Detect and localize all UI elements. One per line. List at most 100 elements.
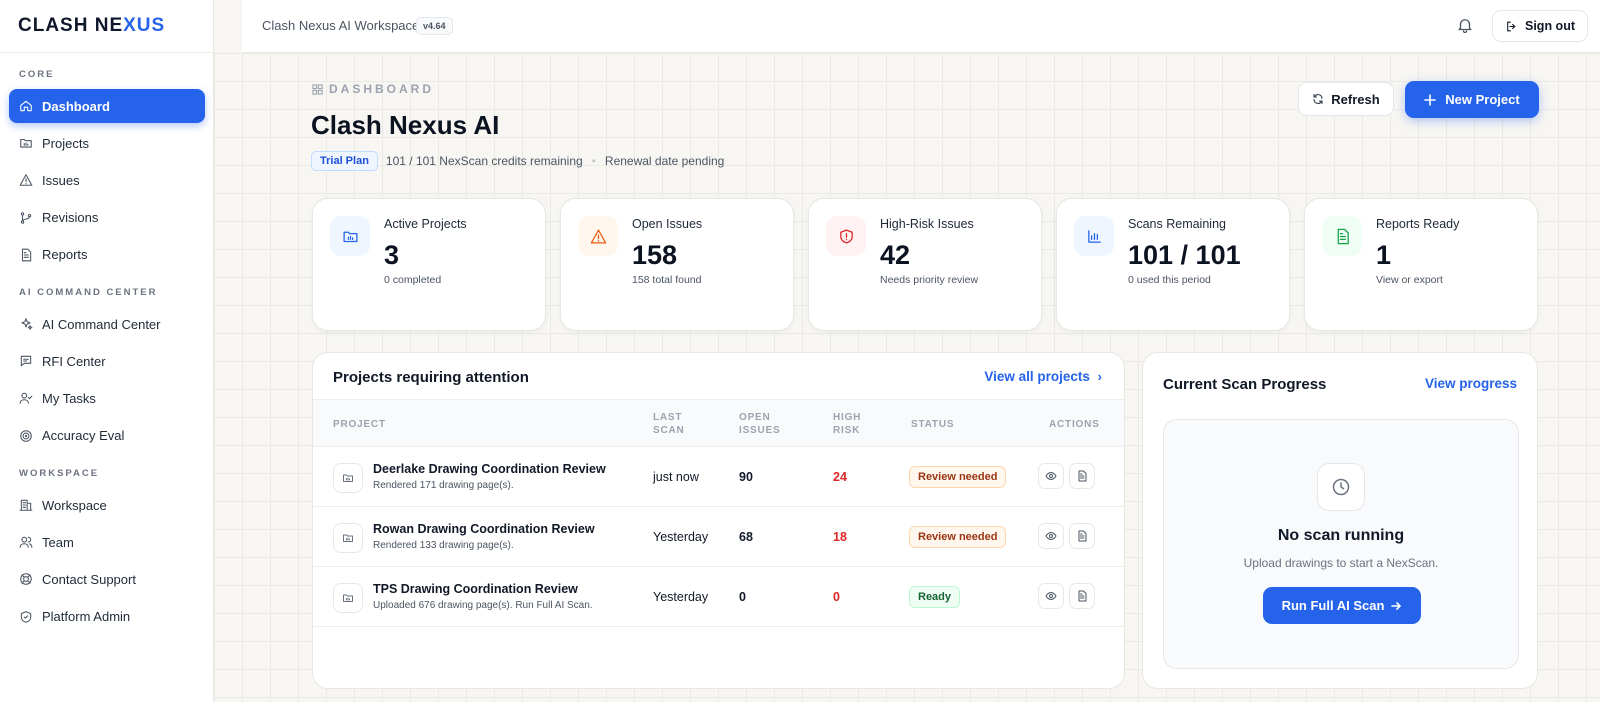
sidebar-item-label: Reports <box>42 247 88 263</box>
col-open-issues: OPEN ISSUES <box>739 412 781 436</box>
stat-label: High-Risk Issues <box>880 217 974 231</box>
logo-highlight: XUS <box>123 15 166 36</box>
sidebar-item-rfi-center[interactable]: RFI Center <box>9 344 205 378</box>
eye-icon <box>1045 470 1057 482</box>
stat-label: Open Issues <box>632 217 703 231</box>
sidebar-item-platform-admin[interactable]: Platform Admin <box>9 600 205 634</box>
view-button[interactable] <box>1038 583 1064 609</box>
shield-alert-icon <box>826 216 866 256</box>
sidebar-item-projects[interactable]: Projects <box>9 126 205 160</box>
sidebar-item-label: Issues <box>42 172 80 188</box>
sidebar-item-contact-support[interactable]: Contact Support <box>9 562 205 596</box>
status-badge: Review needed <box>909 526 1007 548</box>
col-project: PROJECT <box>333 419 386 430</box>
chevron-right-icon: › <box>1097 369 1102 384</box>
eye-icon <box>1045 590 1057 602</box>
bar-chart-icon <box>1074 216 1114 256</box>
table-row[interactable]: TPS Drawing Coordination Review Uploaded … <box>313 567 1124 627</box>
status-badge: Ready <box>909 586 961 608</box>
sidebar-item-ai-command-center[interactable]: AI Command Center <box>9 307 205 341</box>
col-last-scan: LAST SCAN <box>653 412 685 436</box>
sparkles-icon <box>19 317 42 331</box>
renewal-text: Renewal date pending <box>604 154 725 168</box>
shield-icon <box>19 610 42 624</box>
stat-value: 101 / 101 <box>1128 240 1241 270</box>
sign-out-label: Sign out <box>1525 19 1575 33</box>
stat-label: Scans Remaining <box>1128 217 1226 231</box>
table-row[interactable]: Deerlake Drawing Coordination Review Rend… <box>313 447 1124 507</box>
scan-empty-state: No scan running Upload drawings to start… <box>1163 419 1519 669</box>
last-scan-cell: Yesterday <box>653 530 709 544</box>
col-actions: ACTIONS <box>1049 419 1100 430</box>
sidebar-item-reports[interactable]: Reports <box>9 238 205 272</box>
new-project-button[interactable]: New Project <box>1405 81 1539 118</box>
stat-subtext: 158 total found <box>632 274 702 286</box>
project-name[interactable]: Deerlake Drawing Coordination Review <box>373 462 606 476</box>
page-eyebrow: DASHBOARD <box>312 82 434 96</box>
refresh-button[interactable]: Refresh <box>1298 82 1394 116</box>
view-all-projects-link[interactable]: View all projects › <box>984 369 1102 384</box>
stat-label: Active Projects <box>384 217 467 231</box>
col-high-risk: HIGH RISK <box>833 412 862 436</box>
project-name[interactable]: TPS Drawing Coordination Review <box>373 582 578 596</box>
sign-out-button[interactable]: Sign out <box>1492 10 1588 42</box>
stat-card[interactable]: High-Risk Issues 42 Needs priority review <box>808 198 1042 331</box>
document-icon <box>1322 216 1362 256</box>
stat-card[interactable]: Open Issues 158 158 total found <box>560 198 794 331</box>
warning-icon <box>578 216 618 256</box>
sidebar-item-label: Platform Admin <box>42 609 131 625</box>
view-button[interactable] <box>1038 463 1064 489</box>
sidebar-item-label: Accuracy Eval <box>42 428 125 444</box>
projects-title: Projects requiring attention <box>333 369 529 386</box>
sidebar-item-my-tasks[interactable]: My Tasks <box>9 381 205 415</box>
sidebar-item-team[interactable]: Team <box>9 525 205 559</box>
table-row[interactable]: Rowan Drawing Coordination Review Rendere… <box>313 507 1124 567</box>
sidebar-item-issues[interactable]: Issues <box>9 163 205 197</box>
col-status: STATUS <box>911 419 955 430</box>
nav-section-label: AI COMMAND CENTER <box>19 287 158 298</box>
logout-icon <box>1507 21 1516 31</box>
team-icon <box>19 535 42 549</box>
lifebuoy-icon <box>19 572 42 586</box>
projects-panel: Projects requiring attention View all pr… <box>312 352 1125 689</box>
refresh-label: Refresh <box>1331 91 1380 107</box>
stat-subtext: View or export <box>1376 274 1443 286</box>
stat-card[interactable]: Active Projects 3 0 completed <box>312 198 546 331</box>
eye-icon <box>1045 530 1057 542</box>
bell-icon[interactable] <box>1456 16 1474 34</box>
stat-value: 3 <box>384 240 400 270</box>
no-scan-title: No scan running <box>1277 527 1405 544</box>
nav-section-label: WORKSPACE <box>19 468 100 479</box>
project-name[interactable]: Rowan Drawing Coordination Review <box>373 522 595 536</box>
chat-icon <box>19 354 42 368</box>
open-issues-cell: 90 <box>739 470 753 484</box>
sidebar-item-label: Dashboard <box>42 98 110 114</box>
run-full-scan-button[interactable]: Run Full AI Scan <box>1263 587 1421 624</box>
last-scan-cell: Yesterday <box>653 590 709 604</box>
document-icon <box>1076 590 1088 602</box>
no-scan-subtitle: Upload drawings to start a NexScan. <box>1243 556 1439 570</box>
sidebar-item-label: RFI Center <box>42 353 106 369</box>
sidebar-item-workspace[interactable]: Workspace <box>9 488 205 522</box>
stat-card[interactable]: Reports Ready 1 View or export <box>1304 198 1538 331</box>
sidebar-item-label: My Tasks <box>42 390 96 406</box>
sidebar-item-dashboard[interactable]: Dashboard <box>9 89 205 123</box>
sidebar-item-accuracy-eval[interactable]: Accuracy Eval <box>9 419 205 453</box>
open-issues-cell: 0 <box>739 590 746 604</box>
report-button[interactable] <box>1069 463 1095 489</box>
stat-subtext: 0 completed <box>384 274 442 286</box>
report-button[interactable] <box>1069 523 1095 549</box>
sidebar-item-revisions[interactable]: Revisions <box>9 201 205 235</box>
stat-card[interactable]: Scans Remaining 101 / 101 0 used this peri… <box>1056 198 1290 331</box>
view-button[interactable] <box>1038 523 1064 549</box>
sidebar-item-label: Projects <box>42 135 89 151</box>
report-button[interactable] <box>1069 583 1095 609</box>
sidebar: CLASH NEXUS CORE Dashboard Projects Issues R… <box>0 0 214 702</box>
branch-icon <box>19 211 42 225</box>
document-icon <box>1076 530 1088 542</box>
logo[interactable]: CLASH NEXUS <box>0 0 213 53</box>
plus-icon <box>1424 93 1437 106</box>
stat-value: 158 <box>632 240 678 270</box>
view-progress-link[interactable]: View progress <box>1424 376 1517 391</box>
home-icon <box>19 99 42 113</box>
